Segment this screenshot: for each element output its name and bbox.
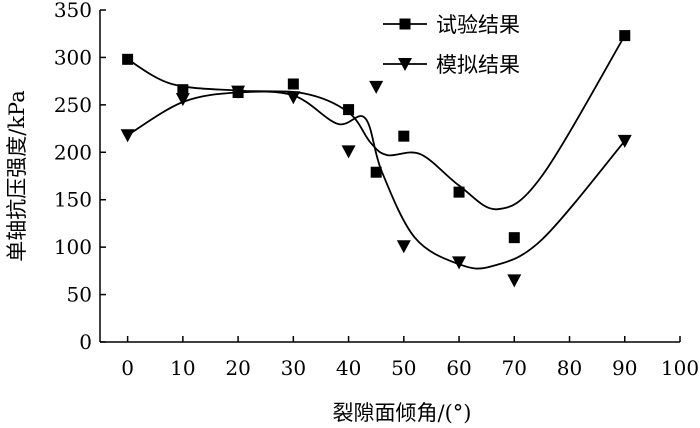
legend-label-experiment: 试验结果 [436,13,520,37]
x-tick-label: 30 [281,356,306,380]
experiment-point [508,232,520,244]
y-tick-label: 300 [54,45,92,69]
y-tick-label: 350 [54,0,92,22]
experiment-point [287,78,299,90]
simulation-point [617,134,632,148]
simulation-point [507,274,522,288]
y-tick-label: 200 [54,140,92,164]
legend-marker-square-icon [399,18,411,30]
simulation-point [286,91,301,105]
simulation-point [341,145,356,159]
experiment-point [343,104,355,116]
x-tick-label: 70 [502,356,527,380]
markers [120,30,632,288]
legend: 试验结果 模拟结果 [383,13,520,77]
experiment-point [453,186,465,198]
y-axis-title: 单轴抗压强度/kPa [5,90,29,262]
legend-marker-triangle-icon [398,58,412,71]
simulation-point [120,129,135,143]
experiment-point [398,130,410,142]
simulation-point [369,80,384,94]
axes: 0 50 100 150 200 250 300 350 0 10 20 30 40 50 60 70 80 90… [54,0,699,380]
x-tick-label: 100 [661,356,699,380]
simulation-point [175,93,190,107]
simulation-point [452,256,467,270]
y-tick-label: 50 [67,283,92,307]
y-tick-label: 0 [79,330,92,354]
x-tick-label: 20 [225,356,250,380]
legend-square-shape [399,18,411,30]
curves [127,35,626,270]
legend-label-simulation: 模拟结果 [436,53,520,77]
experiment-point [370,166,382,178]
experiment-fit-curve [127,35,626,211]
x-axis-title: 裂隙面倾角/(°) [333,401,472,425]
experiment-point [619,30,631,42]
y-tick-label: 100 [54,235,92,259]
simulation-point [231,85,246,99]
x-tick-label: 80 [557,356,582,380]
x-tick-label: 90 [612,356,637,380]
experiment-point [122,53,134,65]
y-tick-label: 250 [54,93,92,117]
x-tick-label: 40 [336,356,361,380]
simulation-fit-curve [127,90,626,270]
legend-triangle-shape [398,58,412,71]
x-tick-label: 10 [170,356,195,380]
x-tick-label: 50 [391,356,416,380]
experiment-point [177,84,189,96]
simulation-point [396,240,411,254]
y-tick-label: 150 [54,188,92,212]
x-tick-label: 60 [446,356,471,380]
x-tick-label: 0 [121,356,134,380]
